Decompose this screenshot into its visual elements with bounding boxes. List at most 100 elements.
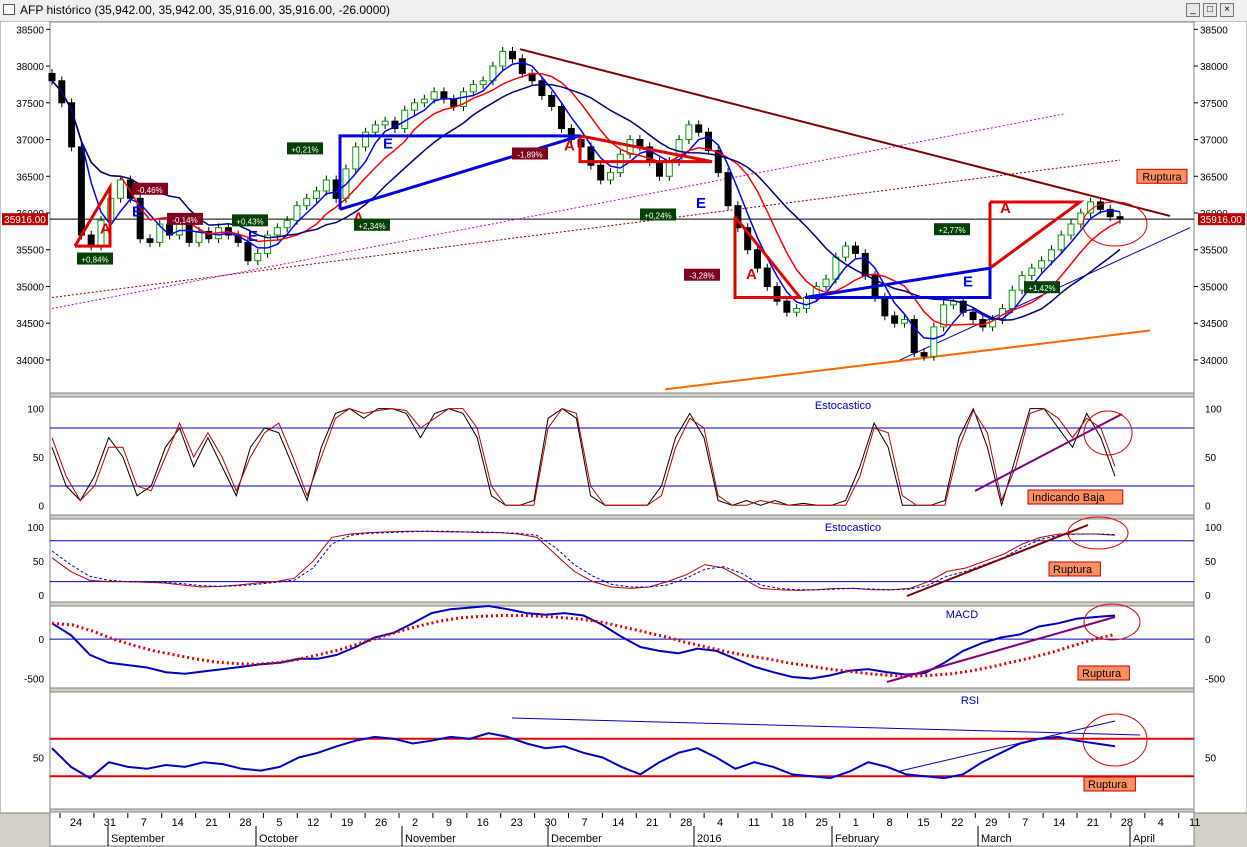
price-tick-left: 35000 bbox=[16, 282, 44, 293]
time-tick-label: 24 bbox=[70, 817, 82, 829]
candle-up bbox=[430, 91, 438, 100]
candle-up bbox=[460, 91, 468, 107]
percent-change-label: +0,24% bbox=[644, 211, 671, 220]
candle-down bbox=[332, 179, 340, 199]
candle-down bbox=[851, 245, 859, 254]
percent-change-label: +1,42% bbox=[1028, 284, 1055, 293]
price-tick-left: 34000 bbox=[16, 356, 44, 367]
time-tick-label: 7 bbox=[141, 817, 147, 829]
candle-down bbox=[753, 249, 761, 269]
price-tick-left: 34500 bbox=[16, 319, 44, 330]
ruptura-macd-label: Ruptura bbox=[1082, 668, 1122, 680]
time-tick-label: 16 bbox=[477, 817, 489, 829]
price-tick-left: 38000 bbox=[16, 62, 44, 73]
candle-down bbox=[597, 164, 605, 181]
time-tick-label: 28 bbox=[1121, 817, 1133, 829]
candle-down bbox=[509, 50, 517, 60]
chart-panel-3 bbox=[49, 605, 1195, 689]
candle-down bbox=[518, 58, 526, 74]
pattern-label: A bbox=[1000, 200, 1011, 217]
month-label: September bbox=[111, 833, 165, 845]
candle-down bbox=[48, 72, 56, 82]
last-price-badge-right bbox=[1198, 213, 1245, 226]
time-tick-label: 2 bbox=[412, 817, 418, 829]
price-tick-left: 37500 bbox=[16, 99, 44, 110]
candle-down bbox=[969, 311, 977, 321]
candle-up bbox=[940, 304, 948, 328]
indicator-tick-left: 50 bbox=[33, 453, 45, 464]
candle-up bbox=[362, 131, 370, 148]
percent-change-badge bbox=[354, 218, 390, 231]
time-tick-label: 14 bbox=[172, 817, 184, 829]
pattern-label: A bbox=[564, 138, 575, 155]
pattern-label: E bbox=[132, 204, 142, 221]
pattern-triangle-a bbox=[73, 181, 112, 248]
stochastic-trendline bbox=[974, 413, 1123, 492]
time-tick-label: 31 bbox=[104, 817, 116, 829]
candle-up bbox=[606, 172, 614, 181]
time-tick-label: 14 bbox=[1053, 817, 1065, 829]
pattern-label: A bbox=[746, 266, 757, 283]
window-titlebar: AFP histórico (35,942.00, 35,942.00, 35,… bbox=[0, 0, 1247, 22]
time-tick-label: 21 bbox=[646, 817, 658, 829]
candle-up bbox=[665, 161, 673, 177]
chart-canvas[interactable]: Estocastico Estocastico MACD RSI A A A A A E E E E E… bbox=[0, 21, 1247, 847]
time-tick-label: 23 bbox=[511, 817, 523, 829]
percent-change-badge bbox=[640, 208, 676, 221]
month-label: October bbox=[259, 833, 298, 845]
candle-up bbox=[371, 124, 379, 133]
candle-up bbox=[420, 98, 428, 104]
month-label: March bbox=[981, 833, 1012, 845]
time-tick-label: 19 bbox=[341, 817, 353, 829]
close-button[interactable]: × bbox=[1220, 3, 1234, 17]
candle-down bbox=[244, 241, 252, 262]
indicator-tick-right: 100 bbox=[1205, 523, 1222, 534]
indicator-tick-right: 0 bbox=[1205, 501, 1211, 512]
time-tick-label: 4 bbox=[1158, 817, 1164, 829]
percent-change-label: +0,43% bbox=[236, 217, 263, 226]
indicando-baja-label: Indicando Baja bbox=[1032, 492, 1106, 504]
ruptura-label-box bbox=[1136, 168, 1188, 184]
candle-down bbox=[68, 102, 76, 148]
left-axis-area bbox=[0, 21, 51, 814]
highlight-circle bbox=[1082, 713, 1148, 767]
candle-down bbox=[587, 146, 595, 166]
maximize-button[interactable]: □ bbox=[1203, 3, 1217, 17]
time-tick-label: 1 bbox=[853, 817, 859, 829]
slow-stochastic-trendline bbox=[906, 524, 1089, 597]
pattern-triangle-a bbox=[988, 200, 1085, 272]
candle-down bbox=[773, 285, 781, 302]
percent-change-label: -0,14% bbox=[172, 216, 197, 225]
time-tick-label: 15 bbox=[917, 817, 929, 829]
candle-down bbox=[891, 315, 899, 324]
time-tick-label: 30 bbox=[544, 817, 556, 829]
channel-lower-dotted-line bbox=[51, 159, 1121, 298]
pattern-rect-e bbox=[804, 266, 992, 299]
candle-up bbox=[616, 153, 624, 174]
pattern-label: E bbox=[248, 228, 258, 245]
time-tick-label: 25 bbox=[816, 817, 828, 829]
candle-up bbox=[303, 197, 311, 207]
indicator-title-3: MACD bbox=[946, 609, 978, 621]
candle-down bbox=[87, 234, 95, 247]
candle-down bbox=[783, 300, 791, 313]
candle-up bbox=[479, 80, 487, 85]
pattern-label: E bbox=[696, 195, 706, 212]
ruptura-rsi-label: Ruptura bbox=[1088, 779, 1128, 791]
price-tick-right: 35500 bbox=[1200, 246, 1228, 257]
candle-up bbox=[822, 278, 830, 287]
minimize-button[interactable]: _ bbox=[1186, 3, 1200, 17]
candle-down bbox=[558, 105, 566, 130]
indicando-baja-label-box bbox=[1027, 489, 1124, 505]
time-tick-label: 29 bbox=[985, 817, 997, 829]
candle-up bbox=[273, 227, 281, 236]
last-price-badge-left-text: 35916.00 bbox=[4, 215, 46, 226]
pattern-rect-e bbox=[338, 134, 581, 211]
price-tick-right: 37500 bbox=[1200, 99, 1228, 110]
time-tick-label: 28 bbox=[239, 817, 251, 829]
candle-up bbox=[411, 102, 419, 111]
candle-down bbox=[538, 80, 546, 96]
time-tick-label: 11 bbox=[748, 817, 759, 829]
candle-down bbox=[724, 172, 732, 207]
candle-up bbox=[156, 223, 164, 243]
